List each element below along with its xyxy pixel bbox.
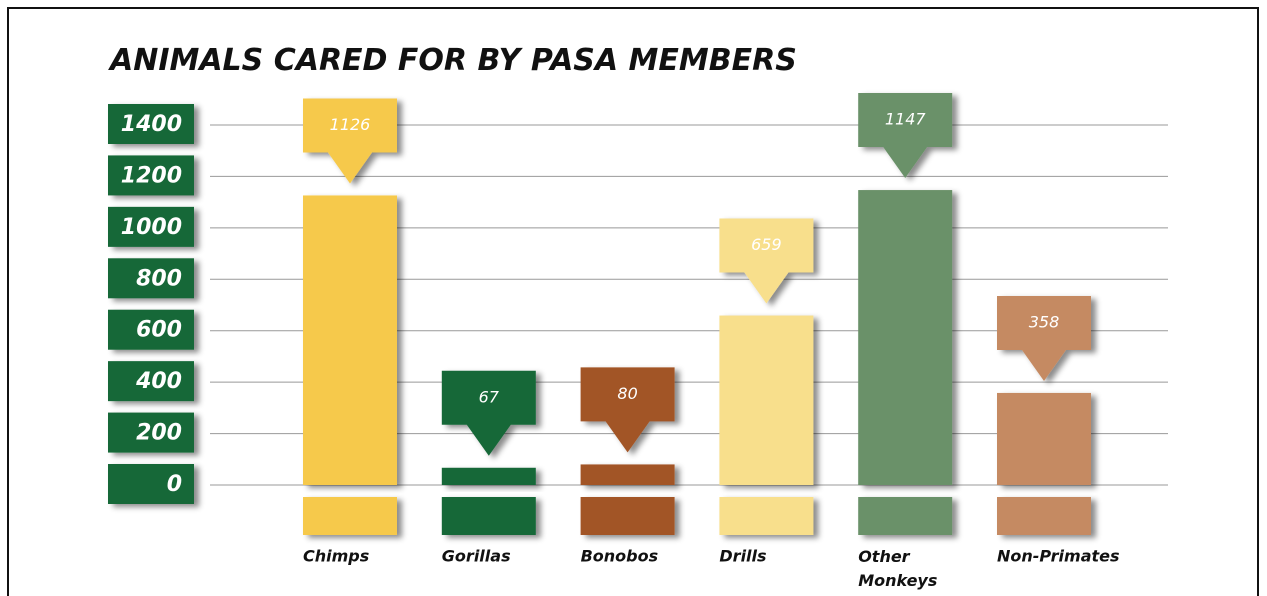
bar [997,392,1091,485]
bar [303,195,397,485]
y-tick-label: 200 [136,421,182,446]
y-tick-label: 400 [135,369,182,394]
value-label: 80 [617,384,637,403]
tick-box [108,155,194,196]
callout [858,93,953,179]
y-tick-label: 1200 [121,163,182,188]
callout [303,98,397,184]
value-label: 358 [1029,312,1060,331]
x-tick-label: Chimps [303,547,369,566]
tick-box [108,258,194,299]
bar-stub [580,497,675,535]
tick-box [108,104,194,144]
tick-box [108,464,194,504]
y-tick-label: 0 [167,472,182,497]
callout [580,367,675,453]
chart-title: ANIMALS CARED FOR BY PASA MEMBERS [108,43,797,78]
callout [719,218,814,304]
x-tick-label: Non-Primates [997,547,1120,566]
x-tick-label: Other Monkeys [858,547,937,590]
tick-box [108,412,194,453]
y-tick-label: 1000 [121,215,182,240]
x-tick-label: Drills [719,547,766,566]
value-label: 67 [479,387,500,406]
y-tick-label: 600 [136,318,182,343]
value-label: 659 [751,235,782,254]
x-tick-label: Bonobos [581,547,659,566]
tick-box [108,309,194,350]
x-tick-label: Gorillas [442,547,511,566]
bar-stub [719,497,814,535]
tick-box [108,206,194,247]
bar [858,190,953,486]
bar [719,315,814,485]
callout [441,370,536,456]
value-label: 1147 [885,110,927,129]
bar [580,464,675,485]
bar-stub [441,497,536,535]
callout [997,295,1091,381]
y-tick-label: 800 [136,266,182,291]
frame [7,7,1259,596]
bar-stub [997,497,1091,535]
bar-stub [858,497,953,535]
bar-stub [303,497,397,535]
bar [441,467,536,485]
tick-box [108,361,194,402]
y-tick-label: 1400 [121,112,182,137]
value-label: 1126 [330,115,371,134]
